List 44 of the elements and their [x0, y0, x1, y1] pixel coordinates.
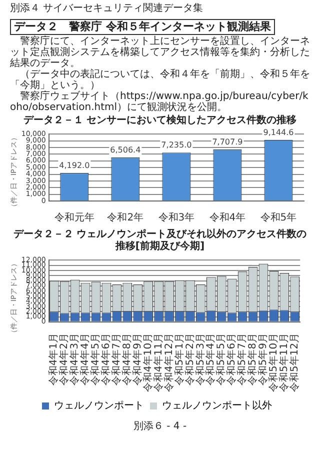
x-tick-label: 令和4年5月 [90, 332, 102, 386]
x-tick-label: 令和5年5月 [215, 332, 228, 386]
x-tick-label: 令和5年4月 [204, 332, 217, 386]
legend-label: ウェルノウンポート [54, 400, 144, 412]
x-tick-label: 令和5年2月 [184, 332, 196, 386]
x-tick-label: 令和5年 [260, 212, 297, 224]
x-tick-label: 令和4年2月 [58, 332, 70, 386]
x-tick-label: 令和4年8月 [120, 332, 133, 386]
chart-title: データ２－２ ウェルノウンポート及びそれ以外のアクセス件数の推移[前期及び今期] [12, 229, 308, 253]
x-tick-label: 令和4年12月 [162, 332, 175, 392]
data-label: 9,144.6 [263, 128, 294, 137]
x-tick-label: 令和5年10月 [268, 332, 280, 392]
text: 警察庁にて、インターネット上にセンサーを設置し、インターネット定点観測システムを構築してアクセス情報等を集約・分析した結果のデータ。 [10, 36, 310, 69]
x-tick-label: 令和4年9月 [131, 332, 144, 386]
x-tick-label: 令和5年12月 [288, 332, 300, 392]
x-tick-label: 令和5年1月 [173, 332, 186, 386]
data-label: 6,506.4 [110, 146, 141, 155]
x-tick-label: 令和5年3月 [194, 332, 206, 386]
x-tick-label: 令和4年10月 [142, 332, 154, 392]
text: 別添４ サイバーセキュリティ関連データ集 [10, 3, 204, 15]
x-tick-label: 令和4年3月 [68, 332, 81, 386]
x-tick-label: 令和4年4月 [79, 332, 92, 386]
x-tick-label: 令和5年11月 [278, 332, 290, 392]
legend-label: ウェルノウンポート以外 [162, 400, 272, 412]
x-tick-label: 令和5年6月 [226, 332, 238, 386]
x-tick-label: 令和5年7月 [236, 332, 248, 386]
x-tick-label: 令和4年11月 [152, 332, 164, 392]
text: データ２ 警察庁 令和５年インターネット観測結果 [10, 19, 275, 35]
chart-title: データ２－１ センサーにおいて検知したアクセス件数の推移 [22, 115, 298, 127]
x-tick-label: 令和4年6月 [100, 332, 112, 386]
text: 別添６ - 4 - [132, 421, 188, 433]
x-tick-label: 令和3年 [158, 212, 195, 224]
data-label: 7,707.9 [212, 138, 243, 147]
x-tick-label: 令和4年7月 [110, 332, 123, 386]
x-tick-label: 令和5年9月 [257, 332, 270, 386]
text: 警察庁ウェブサイト（https://www.npa.go.jp/bureau/cyber/koho/observation.html）にて観測状況を公開。 [10, 91, 310, 113]
x-tick-label: 令和5年8月 [246, 332, 259, 386]
x-tick-label: 令和元年 [54, 212, 94, 224]
x-tick-label: 令和4年 [209, 212, 246, 224]
text: （データ中の表記については、令和４年を「前期」、令和５年を「今期」という。） [10, 69, 310, 91]
x-tick-label: 令和4年1月 [48, 332, 60, 386]
x-tick-label: 令和2年 [107, 212, 144, 224]
data-label: 4,192.0 [59, 161, 90, 170]
data-label: 7,235.0 [161, 140, 192, 150]
